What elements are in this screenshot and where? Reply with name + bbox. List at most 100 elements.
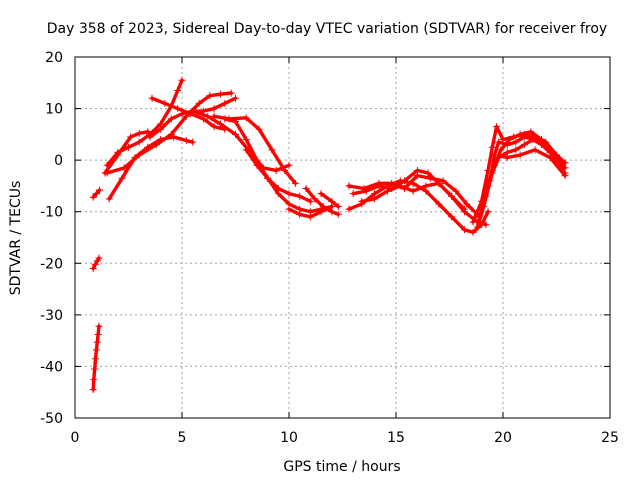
data-point bbox=[135, 129, 143, 137]
data-point bbox=[473, 223, 481, 231]
gridlines bbox=[75, 57, 610, 418]
series-track-v bbox=[482, 146, 569, 195]
data-point bbox=[497, 146, 505, 154]
data-point bbox=[396, 182, 404, 190]
data-point bbox=[478, 203, 486, 211]
data-point bbox=[217, 90, 225, 98]
data-point bbox=[174, 105, 182, 113]
x-axis-label: GPS time / hours bbox=[283, 459, 400, 475]
data-point bbox=[182, 137, 190, 145]
data-point bbox=[413, 166, 421, 174]
y-tick-label: -50 bbox=[40, 411, 63, 427]
data-point bbox=[146, 133, 154, 141]
data-point bbox=[148, 94, 156, 102]
data-point bbox=[334, 210, 342, 218]
series-track-j bbox=[242, 146, 314, 205]
data-point bbox=[90, 375, 98, 383]
data-point bbox=[482, 221, 490, 229]
series-track-early-drop bbox=[89, 322, 103, 394]
data-point bbox=[89, 386, 97, 394]
data-point bbox=[189, 138, 197, 146]
y-tick-labels: -50 -40 -30 -20 -10 0 10 20 bbox=[40, 50, 63, 427]
axis-ticks bbox=[74, 56, 611, 419]
series-track bbox=[107, 135, 195, 201]
data-point bbox=[227, 89, 235, 97]
series-track bbox=[91, 256, 101, 271]
data-point bbox=[475, 213, 483, 221]
data-point bbox=[103, 169, 111, 177]
data-point bbox=[135, 151, 143, 159]
data-point bbox=[157, 125, 165, 133]
data-point bbox=[92, 355, 100, 363]
data-point bbox=[409, 187, 417, 195]
data-point bbox=[371, 195, 379, 203]
data-point bbox=[317, 190, 325, 198]
data-point bbox=[334, 203, 342, 211]
series-track bbox=[105, 91, 233, 175]
data-point bbox=[448, 192, 456, 200]
data-point bbox=[529, 136, 537, 144]
data-point bbox=[538, 136, 546, 144]
data-point bbox=[460, 208, 468, 216]
data-point bbox=[221, 99, 229, 107]
data-point bbox=[488, 143, 496, 151]
y-tick-label: 10 bbox=[45, 102, 63, 118]
data-point bbox=[152, 141, 160, 149]
data-point bbox=[559, 161, 567, 169]
data-point bbox=[232, 130, 239, 138]
data-point bbox=[463, 200, 471, 208]
data-point bbox=[217, 120, 225, 128]
chart-title: Day 358 of 2023, Sidereal Day-to-day VTE… bbox=[47, 21, 607, 37]
data-point bbox=[452, 187, 460, 195]
data-point bbox=[89, 264, 97, 272]
data-point bbox=[561, 172, 569, 180]
data-point bbox=[512, 146, 520, 154]
data-point bbox=[317, 208, 325, 216]
data-point bbox=[232, 94, 239, 102]
data-point bbox=[401, 177, 409, 185]
series-track-d bbox=[103, 89, 235, 177]
data-point bbox=[291, 179, 299, 187]
x-tick-labels: 0 5 10 15 20 25 bbox=[71, 430, 619, 446]
y-axis-label: SDTVAR / TECUs bbox=[8, 181, 24, 296]
data-point bbox=[503, 154, 511, 162]
x-tick-label: 10 bbox=[280, 430, 298, 446]
data-point bbox=[495, 151, 503, 159]
data-point bbox=[195, 99, 203, 107]
series-track-early-top bbox=[89, 186, 104, 201]
data-point bbox=[328, 197, 336, 205]
data-point bbox=[345, 205, 353, 213]
data-point bbox=[548, 148, 556, 156]
data-point bbox=[281, 166, 289, 174]
data-point bbox=[232, 117, 239, 125]
data-point bbox=[206, 92, 214, 100]
y-tick-label: 0 bbox=[54, 153, 63, 169]
data-point bbox=[296, 192, 304, 200]
data-point bbox=[210, 105, 218, 113]
data-point bbox=[94, 330, 102, 338]
data-point bbox=[89, 193, 97, 201]
data-point bbox=[345, 182, 353, 190]
data-point bbox=[424, 169, 432, 177]
data-point bbox=[306, 213, 314, 221]
data-point bbox=[319, 203, 327, 211]
x-tick-label: 25 bbox=[601, 430, 619, 446]
data-point bbox=[255, 125, 263, 133]
data-point bbox=[383, 187, 391, 195]
data-point bbox=[272, 166, 280, 174]
data-point bbox=[221, 115, 229, 123]
y-tick-label: -30 bbox=[40, 308, 63, 324]
data-point bbox=[96, 186, 104, 194]
data-point bbox=[516, 130, 524, 138]
data-point bbox=[302, 185, 310, 193]
data-point bbox=[285, 161, 293, 169]
data-point bbox=[242, 146, 250, 154]
data-point bbox=[296, 210, 304, 218]
data-point bbox=[520, 141, 528, 149]
data-point bbox=[135, 138, 143, 146]
y-tick-label: -20 bbox=[40, 256, 63, 272]
data-point bbox=[210, 123, 218, 131]
data-point bbox=[167, 130, 175, 138]
